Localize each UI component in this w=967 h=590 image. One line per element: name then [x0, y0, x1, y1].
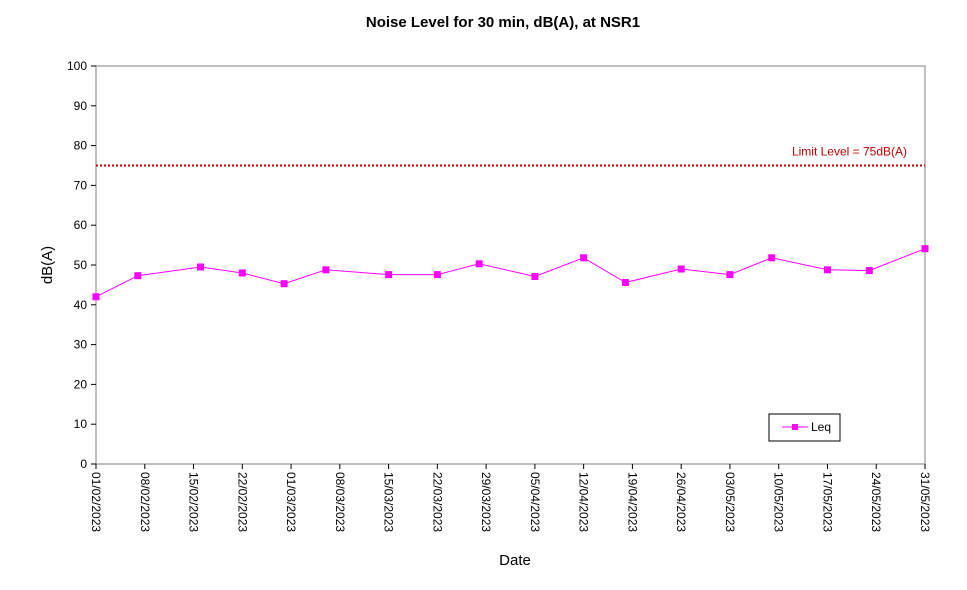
y-axis: 0 10 20 30 40 50 60 70 80 90 100	[67, 59, 96, 471]
data-point	[280, 280, 288, 288]
data-point	[768, 254, 776, 262]
data-point	[531, 273, 539, 280]
x-tick-label: 26/04/2023	[674, 472, 688, 532]
x-tick-label: 31/05/2023	[918, 472, 932, 532]
data-point	[621, 279, 629, 286]
data-point	[824, 266, 831, 274]
data-point	[580, 254, 588, 262]
x-tick-label: 15/03/2023	[382, 472, 396, 532]
x-axis: 01/02/2023 08/02/2023 15/02/2023 22/02/2023…	[89, 464, 932, 532]
y-tick-label: 80	[74, 139, 88, 153]
y-tick-label: 90	[74, 99, 88, 113]
y-tick-label: 40	[74, 298, 88, 312]
x-tick-label: 17/05/2023	[820, 472, 834, 532]
y-tick-label: 60	[74, 218, 88, 232]
x-tick-label: 15/02/2023	[187, 472, 201, 532]
x-tick-label: 05/04/2023	[528, 472, 542, 532]
y-tick-label: 70	[74, 178, 88, 192]
x-tick-label: 08/03/2023	[333, 472, 347, 532]
y-tick-label: 20	[74, 377, 88, 391]
data-point	[385, 271, 393, 279]
plot-area	[95, 65, 926, 465]
x-tick-label: 08/02/2023	[138, 472, 152, 532]
chart-title: Noise Level for 30 min, dB(A), at NSR1	[366, 14, 640, 31]
y-tick-label: 50	[74, 258, 88, 272]
y-tick-label: 10	[74, 417, 88, 431]
y-tick-label: 30	[74, 338, 88, 352]
data-point	[865, 267, 873, 275]
x-tick-label: 22/03/2023	[430, 472, 444, 532]
x-tick-label: 03/05/2023	[723, 472, 737, 532]
data-point	[322, 266, 330, 274]
x-tick-label: 24/05/2023	[869, 472, 883, 532]
series-layer	[92, 245, 929, 301]
data-point	[92, 293, 100, 301]
x-tick-label: 29/03/2023	[479, 472, 493, 532]
data-point	[677, 265, 685, 273]
x-tick-label: 22/02/2023	[235, 472, 249, 532]
legend: Leq	[768, 413, 841, 442]
series-line-leq	[95, 248, 926, 298]
data-point	[197, 263, 204, 271]
data-point	[238, 269, 246, 277]
data-point	[726, 271, 734, 279]
reference-lines: Limit Level = 75dB(A)	[96, 145, 925, 167]
y-tick-label: 100	[67, 59, 87, 73]
x-tick-label: 01/02/2023	[89, 472, 103, 532]
x-tick-label: 12/04/2023	[577, 472, 591, 532]
legend-marker	[792, 424, 798, 430]
y-axis-label: dB(A)	[39, 246, 56, 284]
data-point	[433, 271, 441, 279]
data-point	[921, 245, 929, 253]
y-tick-label: 0	[80, 457, 87, 471]
limit-label: Limit Level = 75dB(A)	[792, 145, 907, 159]
x-axis-label: Date	[499, 552, 531, 569]
x-tick-label: 19/04/2023	[625, 472, 639, 532]
legend-label-leq: Leq	[811, 420, 831, 434]
x-tick-label: 01/03/2023	[284, 472, 298, 532]
data-point	[475, 260, 483, 268]
data-point	[134, 272, 142, 280]
x-tick-label: 10/05/2023	[772, 472, 786, 532]
